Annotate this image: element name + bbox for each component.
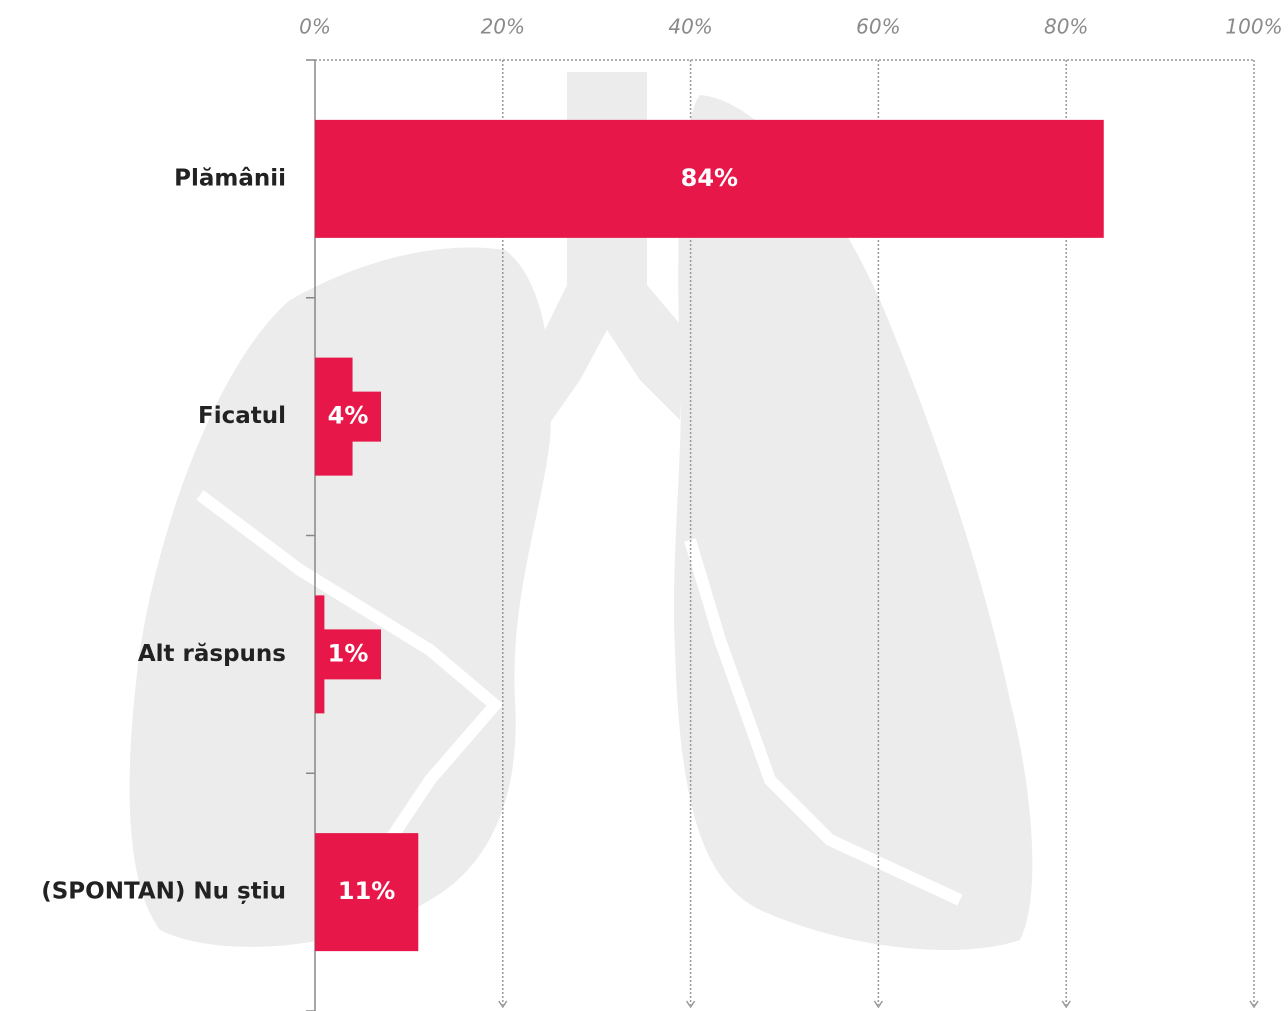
bar bbox=[315, 119, 1104, 238]
y-tick-label: Alt răspuns bbox=[138, 641, 286, 667]
grid-arrow bbox=[685, 1000, 696, 1009]
y-tick-label: (SPONTAN) Nu știu bbox=[41, 879, 286, 905]
grid-arrow bbox=[873, 1000, 884, 1009]
value-label: 4% bbox=[328, 402, 369, 430]
grid-arrow bbox=[1249, 1000, 1259, 1009]
x-tick-label: 0% bbox=[299, 15, 331, 39]
x-tick-label: 80% bbox=[1044, 15, 1088, 39]
value-label: 11% bbox=[338, 877, 395, 905]
right-lung bbox=[673, 95, 1033, 950]
y-tick-label: Ficatul bbox=[198, 403, 286, 429]
lung-fissure bbox=[684, 538, 963, 906]
value-label: 84% bbox=[681, 164, 738, 192]
bar bbox=[315, 833, 419, 952]
x-tick-label: 20% bbox=[481, 15, 525, 39]
y-tick-label: Plămânii bbox=[174, 165, 286, 191]
grid-arrow bbox=[1061, 1000, 1071, 1009]
lung-fissure bbox=[196, 490, 504, 844]
x-tick-label: 60% bbox=[856, 15, 900, 39]
x-tick-label: 100% bbox=[1225, 15, 1282, 39]
lungs-illustration bbox=[129, 72, 1033, 950]
bronchi bbox=[540, 285, 685, 430]
grid-arrow bbox=[498, 1000, 508, 1009]
value-label-bg bbox=[315, 629, 381, 680]
value-label-bg bbox=[315, 391, 381, 442]
x-tick-label: 40% bbox=[668, 15, 712, 39]
value-label: 1% bbox=[328, 639, 369, 667]
